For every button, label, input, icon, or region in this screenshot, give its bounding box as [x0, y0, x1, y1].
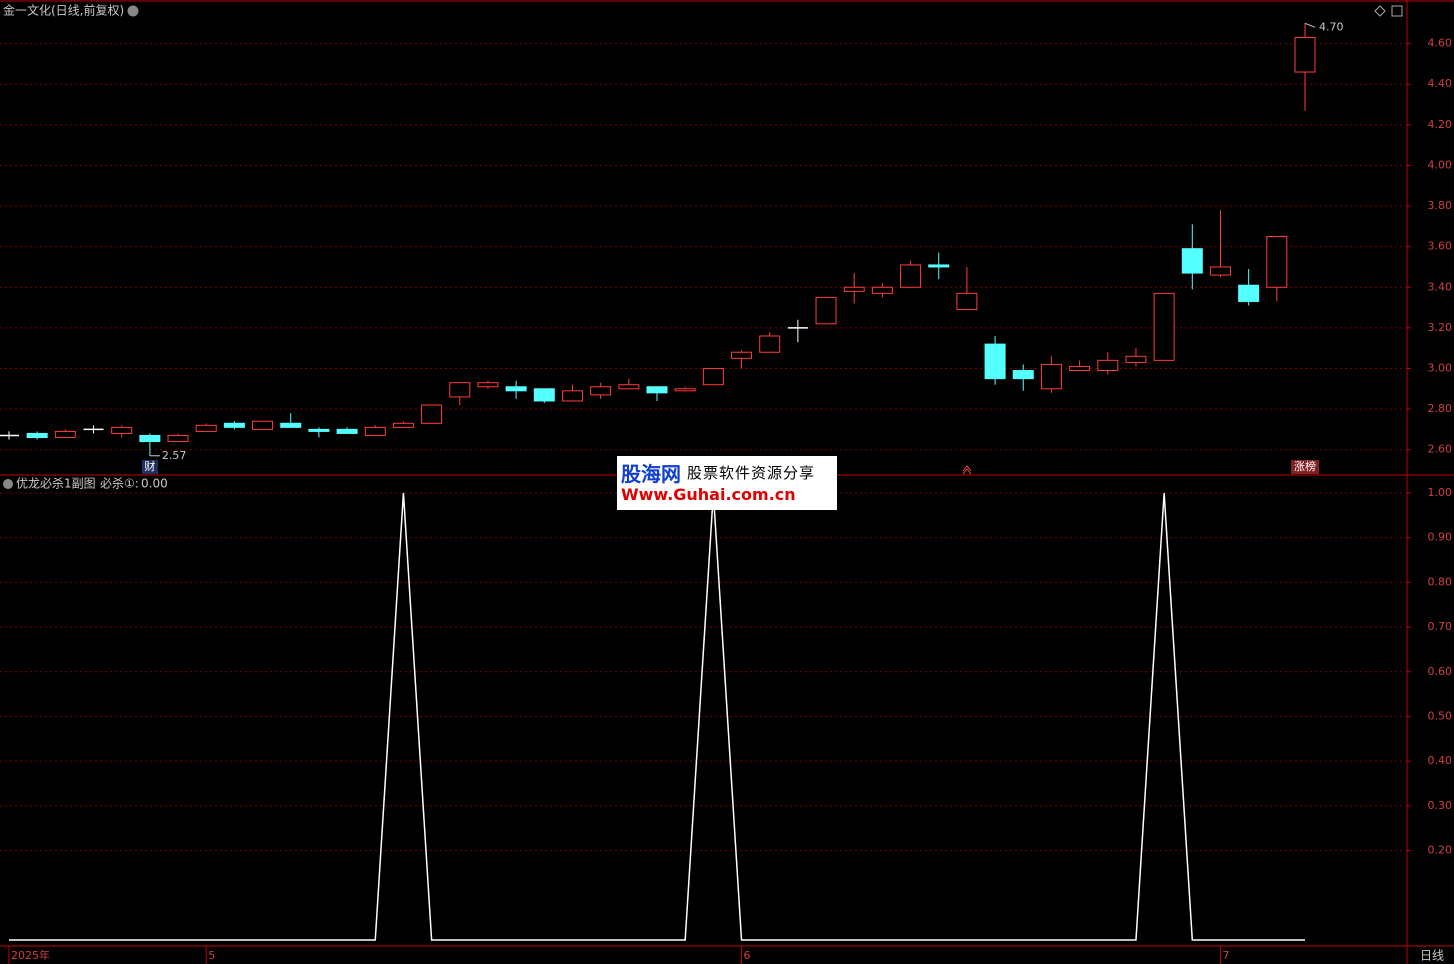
candle-body — [139, 434, 161, 443]
candle-body — [280, 422, 302, 428]
candle-body — [674, 388, 696, 392]
candle-body — [928, 264, 950, 268]
candle-body — [1294, 37, 1316, 73]
y-tick-label: 3.80 — [1428, 199, 1453, 212]
y-tick-label: 0.70 — [1428, 620, 1453, 633]
candle-body — [561, 390, 583, 402]
candle-body — [1040, 363, 1062, 390]
watermark-site: 股海网 — [621, 462, 681, 486]
series-line — [9, 492, 1305, 941]
y-tick-label: 4.60 — [1428, 37, 1453, 50]
candle-body — [956, 292, 978, 311]
annotation-arrow — [1304, 22, 1316, 28]
candle-body — [759, 335, 781, 353]
y-tick-label: 3.00 — [1428, 361, 1453, 374]
high-label: 4.70 — [1319, 20, 1344, 33]
menu-icon[interactable] — [3, 479, 13, 489]
marker: 涨榜 — [1294, 459, 1316, 473]
y-tick-label: 3.40 — [1428, 280, 1453, 293]
icon[interactable] — [1391, 5, 1403, 17]
candle-body — [590, 386, 612, 396]
legend-value: 0.00 — [141, 477, 168, 491]
candle-body — [1238, 284, 1260, 302]
candle-body — [195, 424, 217, 432]
candle-body — [26, 432, 48, 439]
marker-box — [141, 460, 158, 474]
candle-body — [843, 286, 865, 292]
y-tick-label: 4.40 — [1428, 77, 1453, 90]
candle-body — [1153, 292, 1175, 361]
candle-body — [223, 422, 245, 428]
y-tick-label: 3.20 — [1428, 321, 1453, 334]
watermark-slogan: 股票软件资源分享 — [687, 464, 816, 482]
y-tick-label: 3.60 — [1428, 240, 1453, 253]
x-tick-label: 7 — [1222, 949, 1229, 962]
x-tick-label: 6 — [744, 949, 751, 962]
candle-body — [1012, 370, 1034, 380]
y-tick-label: 1.00 — [1428, 486, 1453, 499]
period-label[interactable]: 日线 — [1420, 949, 1444, 963]
y-tick-label: 4.20 — [1428, 118, 1453, 131]
candle-body — [252, 420, 274, 430]
y-tick-label: 0.30 — [1428, 799, 1453, 812]
candle-body — [308, 428, 330, 432]
candle-body — [1125, 355, 1147, 363]
y-tick-label: 0.60 — [1428, 665, 1453, 678]
candle-body — [111, 426, 133, 434]
candle-body — [1209, 266, 1231, 276]
candle-body — [533, 388, 555, 402]
candle-body — [702, 367, 724, 386]
candle-body — [731, 351, 753, 359]
candle-body — [646, 386, 668, 394]
y-tick-label: 2.80 — [1428, 402, 1453, 415]
event-icon — [962, 465, 972, 475]
candle-body — [1097, 359, 1119, 372]
y-tick-label: 2.60 — [1428, 443, 1453, 456]
candle-body — [421, 404, 443, 424]
candle-body — [336, 428, 358, 434]
x-tick-label: 2025年 — [11, 948, 50, 962]
candle-body — [449, 382, 471, 398]
y-tick-label: 0.80 — [1428, 575, 1453, 588]
icon[interactable] — [1374, 5, 1386, 17]
candle-body — [364, 426, 386, 436]
candle-body — [1266, 236, 1288, 288]
marker: 财 — [144, 459, 155, 473]
y-tick-label: 0.50 — [1428, 709, 1453, 722]
candle-body — [477, 382, 499, 388]
x-tick-label: 5 — [208, 949, 215, 962]
candle-body — [54, 430, 76, 439]
candle-body — [167, 434, 189, 443]
candle-body — [871, 286, 893, 294]
y-tick-label: 0.20 — [1428, 844, 1453, 857]
candle-body — [392, 422, 414, 428]
candle-body — [984, 343, 1006, 380]
chart-title: 金一文化(日线,前复权) — [3, 3, 124, 18]
candle-body — [900, 264, 922, 288]
menu-icon[interactable] — [127, 5, 139, 17]
y-tick-label: 4.00 — [1428, 158, 1453, 171]
y-tick-label: 0.90 — [1428, 531, 1453, 544]
low-label: 2.57 — [162, 449, 187, 462]
candle-body — [1181, 248, 1203, 274]
y-tick-label: 0.40 — [1428, 754, 1453, 767]
candle-body — [505, 386, 527, 392]
watermark-url: Www.Guhai.com.cn — [621, 485, 796, 504]
candle-body — [618, 384, 640, 390]
candle-body — [1069, 365, 1091, 372]
watermark: 股海网 股票软件资源分享 Www.Guhai.com.cn — [617, 456, 837, 510]
candle-body — [815, 296, 837, 325]
legend-name: 必杀①: — [100, 476, 139, 491]
panel-title: 优龙必杀1副图 — [16, 476, 96, 491]
marker-box — [1291, 460, 1319, 474]
